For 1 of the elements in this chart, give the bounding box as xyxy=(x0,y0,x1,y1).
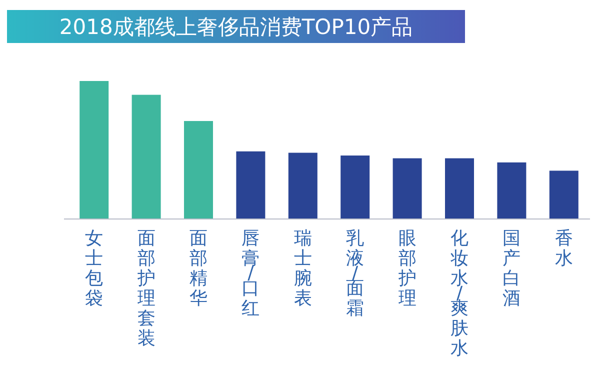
chart-title: 2018成都线上奢侈品消费TOP10产品 xyxy=(59,15,413,39)
